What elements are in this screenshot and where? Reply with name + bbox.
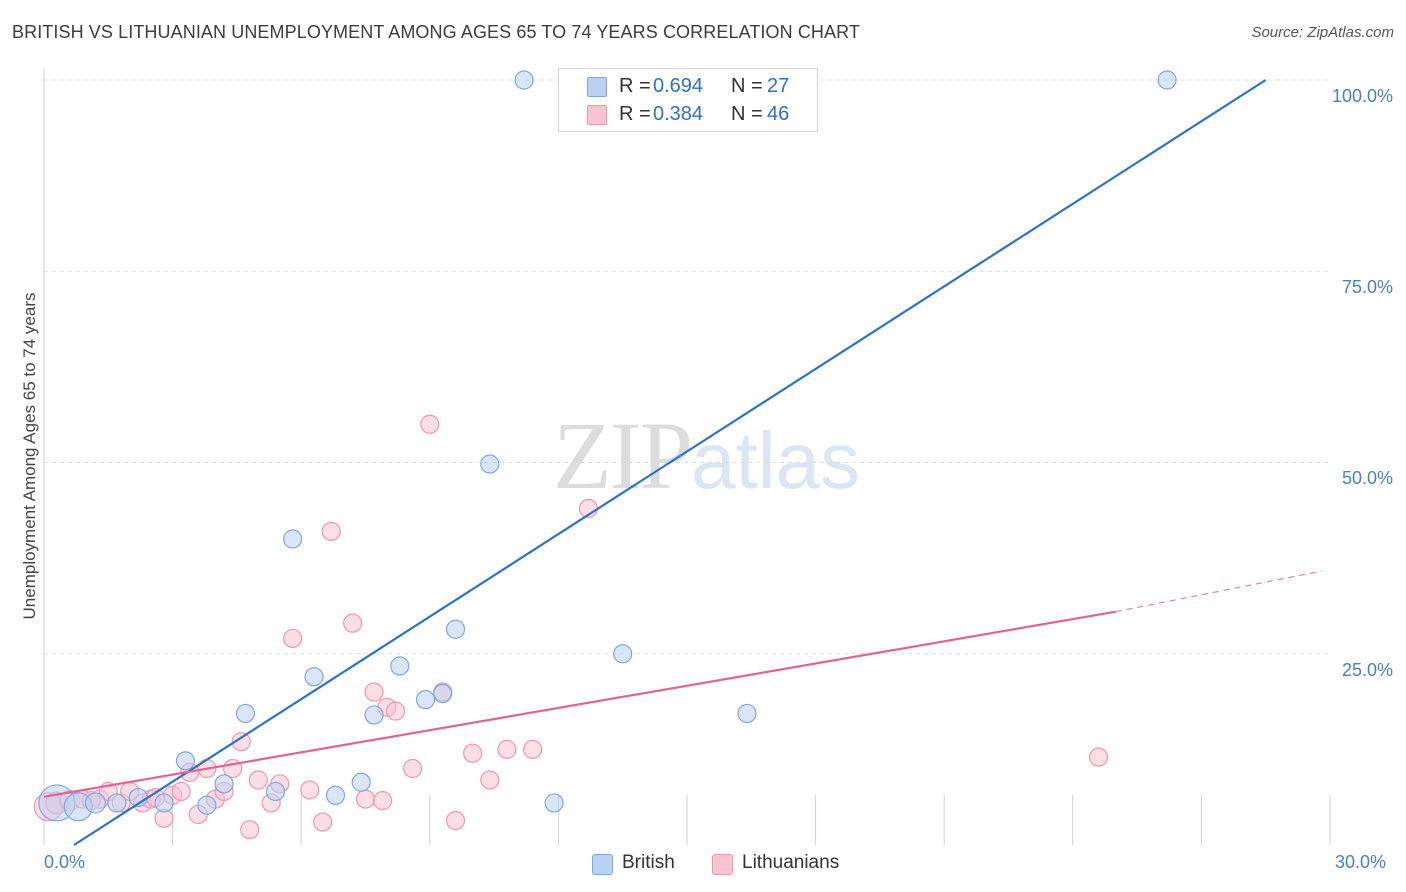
- lithuanian-point-36: [463, 743, 483, 763]
- lithuanian-point-21: [248, 770, 268, 790]
- source-label: Source: ZipAtlas.com: [1251, 24, 1394, 41]
- watermark-zip: ZIP: [553, 402, 693, 509]
- lithuanian-point-19: [231, 732, 251, 752]
- british-point-23: [613, 644, 633, 664]
- lithuanian-n-value: 46: [767, 103, 790, 125]
- lithuanian-point-24: [300, 780, 320, 800]
- british-r-value: 0.694: [653, 75, 704, 97]
- lithuanian-point-28: [355, 789, 376, 809]
- lithuanian-point-35: [445, 810, 466, 831]
- x-tick-label-30: 30.0%: [1335, 852, 1387, 872]
- british-point-2: [84, 792, 107, 814]
- y-tick-label-25: 25.0%: [1341, 660, 1393, 680]
- lithuanian-trend-line: [43, 610, 1116, 798]
- legend-lithuanians-swatch: [712, 854, 733, 875]
- chart-title: BRITISH VS LITHUANIAN UNEMPLOYMENT AMONG…: [12, 22, 861, 42]
- y-axis-label: Unemployment Among Ages 65 to 74 years: [20, 292, 39, 620]
- lithuanian-point-44: [373, 791, 393, 811]
- y-tick-label-75: 75.0%: [1341, 277, 1393, 297]
- lithuanian-point-23: [283, 628, 303, 649]
- lithuanian-point-45: [1088, 747, 1109, 767]
- british-trend-line: [73, 79, 1267, 846]
- british-point-14: [351, 772, 371, 792]
- british-point-26: [1157, 70, 1177, 90]
- lithuanian-r-value: 0.384: [653, 103, 704, 125]
- british-point-5: [154, 793, 174, 813]
- y-tick-label-50: 50.0%: [1341, 468, 1393, 488]
- british-r-label: R =: [619, 75, 651, 97]
- lithuanian-point-33: [420, 414, 440, 434]
- british-point-16: [390, 656, 410, 676]
- legend-british-swatch: [592, 854, 613, 875]
- lithuanian-point-32: [403, 758, 423, 779]
- lithuanian-point-31: [385, 701, 406, 721]
- british-point-6: [175, 751, 196, 771]
- lithuanian-point-12: [171, 781, 191, 802]
- lithuanian-point-27: [343, 613, 363, 633]
- x-tick-label-0: 0.0%: [44, 852, 86, 872]
- british-point-18: [433, 683, 453, 704]
- british-n-value: 27: [767, 75, 790, 97]
- legend-british-label: British: [622, 852, 675, 873]
- correlation-legend: R = 0.694 N = 27 R = 0.384 N = 46: [558, 68, 818, 132]
- british-point-9: [235, 703, 256, 724]
- british-swatch: [587, 77, 607, 97]
- lithuanian-r-label: R =: [619, 103, 651, 125]
- lithuanian-point-37: [480, 770, 500, 790]
- lithuanian-point-25: [313, 812, 333, 832]
- lithuanian-trend-extension: [1115, 570, 1322, 613]
- lithuanian-point-38: [497, 739, 517, 759]
- british-point-19: [445, 619, 466, 639]
- lithuanian-point-26: [321, 521, 341, 541]
- british-point-12: [304, 667, 324, 687]
- british-point-8: [214, 774, 234, 794]
- british-point-11: [283, 529, 303, 549]
- british-point-10: [265, 781, 286, 802]
- british-point-20: [480, 454, 500, 474]
- british-point-22: [544, 793, 564, 813]
- british-n-label: N =: [731, 75, 763, 97]
- y-tick-label-100: 100.0%: [1331, 86, 1393, 106]
- lithuanian-point-20: [240, 820, 260, 840]
- lithuanian-n-label: N =: [731, 103, 763, 125]
- british-point-15: [364, 705, 384, 725]
- british-point-17: [415, 690, 436, 710]
- lithuanian-swatch: [587, 105, 607, 125]
- lithuanian-point-29: [364, 682, 384, 702]
- british-point-25: [737, 703, 757, 724]
- british-point-3: [107, 793, 127, 813]
- lithuanian-point-39: [523, 739, 543, 759]
- british-point-13: [325, 785, 346, 805]
- british-point-7: [197, 795, 217, 815]
- legend-lithuanians-label: Lithuanians: [742, 852, 840, 873]
- british-point-21: [514, 70, 534, 90]
